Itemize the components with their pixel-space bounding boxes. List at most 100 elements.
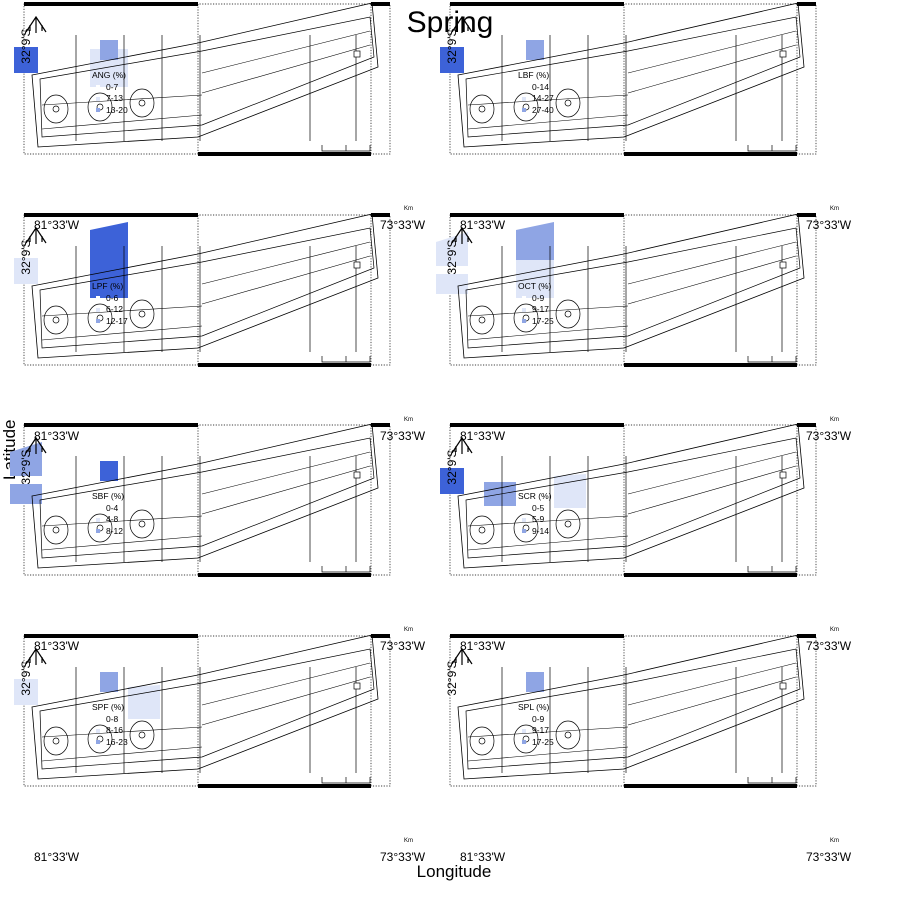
area-boundary	[31, 423, 379, 569]
shaded-cell-zone-3-core	[526, 40, 544, 60]
legend-swatch	[522, 740, 526, 745]
map-panel-6: 32°9'S 81°33'W 73°33'W Km SCR (%) 0-5 5-9 9-14	[426, 421, 852, 653]
grid-line	[467, 515, 629, 527]
latitude-tick: 32°9'S	[445, 239, 459, 275]
grid-line	[201, 241, 371, 285]
scale-bar	[321, 566, 371, 573]
map-frame	[23, 214, 391, 366]
legend-label: 17-25	[532, 315, 554, 326]
legend-swatch	[96, 517, 100, 522]
top-bar	[797, 2, 816, 6]
legend-swatch	[96, 296, 100, 301]
scale-unit: Km	[404, 838, 413, 844]
map-panel-7: 32°9'S 81°33'W 73°33'W Km SPF (%) 0-8 8-16 16-2…	[0, 632, 426, 864]
top-bar	[24, 213, 198, 217]
area-boundary	[31, 634, 379, 780]
legend-label: 7-13	[106, 93, 124, 103]
legend-label: 14-27	[532, 93, 554, 103]
grid-line	[201, 676, 371, 726]
feature-point	[96, 524, 104, 532]
feature-outline	[513, 724, 539, 754]
feature-point	[138, 731, 146, 739]
grid-line	[41, 746, 203, 762]
feature-point	[478, 737, 486, 745]
legend-entry: 8-12	[96, 526, 124, 538]
grid-line	[467, 535, 629, 551]
legend-swatch	[522, 108, 526, 113]
north-arrow-icon	[25, 436, 47, 454]
top-bar	[450, 2, 624, 6]
bottom-bar	[198, 152, 371, 156]
shaded-cell-zone-3-core	[100, 40, 118, 60]
legend-label: 6-12	[106, 304, 124, 314]
station-marker	[779, 261, 787, 269]
feature-outline	[469, 515, 495, 545]
north-arrow-icon	[451, 15, 473, 33]
legend-label: 0-9	[532, 292, 545, 303]
longitude-tick-left: 81°33'W	[460, 639, 506, 653]
station-marker	[779, 682, 787, 690]
area-boundary	[31, 213, 379, 359]
longitude-tick-right: 73°33'W	[806, 850, 852, 864]
latitude-tick: 32°9'S	[19, 239, 33, 275]
feature-outline	[87, 724, 113, 754]
legend-swatch	[522, 517, 526, 522]
scale-bar	[321, 145, 371, 152]
legend-swatch	[522, 96, 526, 101]
map-frame	[23, 424, 391, 576]
map-frame	[23, 3, 391, 155]
feature-outline	[43, 726, 69, 756]
north-arrow-icon	[451, 436, 473, 454]
feature-point	[522, 524, 530, 532]
area-boundary	[457, 2, 805, 148]
legend-swatch	[522, 307, 526, 312]
scale-bar	[747, 777, 797, 784]
top-bar	[24, 2, 198, 6]
area-boundary	[457, 423, 805, 569]
north-arrow-icon	[451, 647, 473, 665]
legend-entry: 0-9	[522, 714, 554, 726]
legend-label: 0-9	[532, 713, 545, 724]
legend-entry: 14-27	[522, 93, 554, 105]
station-marker	[779, 50, 787, 58]
legend-label: 0-5	[532, 502, 545, 513]
shaded-cell-zone-1-core	[14, 47, 38, 73]
legend-swatch	[96, 108, 100, 113]
legend-swatch	[522, 728, 526, 733]
grid-line	[627, 44, 797, 94]
longitude-tick-right: 73°33'W	[380, 639, 426, 653]
feature-point	[138, 310, 146, 318]
legend-label: 8-16	[106, 725, 124, 735]
latitude-tick: 32°9'S	[19, 28, 33, 64]
grid-line	[467, 114, 629, 130]
grid-line	[41, 305, 203, 317]
legend: SBF (%) 0-4 4-8 8-12	[92, 491, 124, 537]
grid-line	[201, 662, 371, 706]
legend: LPF (%) 0-6 6-12 12-17	[92, 281, 128, 327]
legend-entry: 16-23	[96, 737, 128, 749]
grid-line	[627, 255, 797, 305]
feature-outline	[129, 299, 155, 329]
grid-line	[201, 44, 371, 94]
feature-outline	[87, 513, 113, 543]
legend-title: SCR (%)	[518, 491, 552, 501]
shaded-cell-zone-1-core	[440, 468, 464, 494]
feature-point	[478, 316, 486, 324]
scale-bar	[747, 566, 797, 573]
top-bar	[371, 2, 390, 6]
legend-swatch	[96, 307, 100, 312]
station-marker	[779, 471, 787, 479]
legend-title: SPL (%)	[518, 702, 550, 712]
top-bar	[797, 423, 816, 427]
legend-label: 0-4	[106, 502, 119, 513]
shaded-cell-zone-1-core	[14, 258, 38, 284]
feature-point	[52, 105, 60, 113]
top-bar	[24, 634, 198, 638]
feature-point	[564, 99, 572, 107]
legend-entry: 13-20	[96, 105, 128, 117]
scale-bar	[321, 356, 371, 363]
legend: LBF (%) 0-14 14-27 27-40	[518, 70, 554, 116]
legend-label: 0-7	[106, 81, 119, 92]
grid-line	[41, 535, 203, 551]
grid-line	[41, 114, 203, 130]
